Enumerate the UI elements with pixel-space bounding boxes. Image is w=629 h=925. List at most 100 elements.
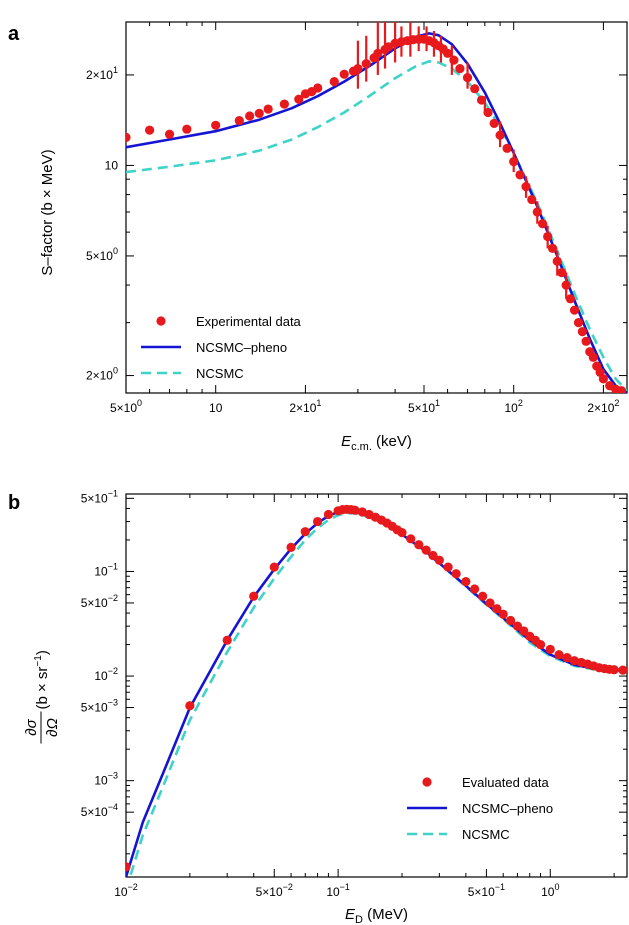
data-point bbox=[443, 562, 453, 572]
data-point bbox=[451, 569, 461, 579]
y-tick-label: 5×10−2 bbox=[81, 593, 118, 610]
data-point bbox=[312, 516, 323, 527]
x-tick-label: 5×10−1 bbox=[468, 882, 505, 899]
data-point bbox=[509, 156, 519, 167]
legend: Experimental data NCSMC–pheno NCSMC bbox=[141, 314, 302, 381]
data-point bbox=[329, 77, 339, 87]
data-point bbox=[449, 55, 459, 65]
data-point bbox=[249, 591, 259, 601]
data-point bbox=[618, 665, 627, 675]
data-point bbox=[505, 615, 516, 626]
data-point bbox=[557, 268, 567, 278]
data-point bbox=[527, 194, 537, 205]
data-point bbox=[562, 653, 572, 663]
data-point bbox=[414, 540, 424, 550]
data-point bbox=[222, 635, 232, 645]
data-point bbox=[361, 59, 371, 69]
data-point bbox=[561, 280, 571, 290]
data-point bbox=[234, 115, 244, 126]
data-point bbox=[537, 219, 548, 229]
legend-label: Evaluated data bbox=[462, 775, 550, 790]
data-point bbox=[552, 256, 562, 266]
data-point bbox=[588, 352, 598, 362]
data-point bbox=[554, 650, 564, 660]
legend-label: NCSMC–pheno bbox=[196, 340, 287, 355]
legend-marker bbox=[156, 316, 166, 326]
panel-label: a bbox=[8, 23, 20, 45]
data-point bbox=[294, 94, 304, 104]
y-tick-label: 10 bbox=[105, 158, 119, 172]
y-tick-label: 10−3 bbox=[94, 771, 118, 788]
data-point bbox=[373, 48, 383, 58]
plot-frame bbox=[125, 21, 628, 394]
data-point bbox=[598, 374, 609, 384]
x-tick-label: 10−2 bbox=[114, 882, 138, 899]
y-tick-label: 5×10−1 bbox=[81, 488, 118, 505]
y-label-denominator: ∂Ω bbox=[44, 718, 61, 737]
data-point bbox=[313, 83, 323, 93]
data-point bbox=[489, 118, 499, 128]
data-series bbox=[126, 22, 627, 393]
data-point bbox=[263, 104, 273, 114]
data-point bbox=[512, 621, 523, 631]
data-point bbox=[300, 527, 310, 537]
x-tick-label: 2×102 bbox=[587, 398, 619, 415]
data-point bbox=[521, 182, 531, 192]
y-tick-label: 5×10−3 bbox=[81, 698, 118, 715]
legend-marker bbox=[422, 777, 432, 787]
y-tick-label: 10−2 bbox=[94, 666, 118, 683]
tick-marks bbox=[125, 494, 627, 877]
data-point bbox=[470, 84, 480, 94]
ncsmc-line bbox=[126, 60, 627, 392]
data-point bbox=[515, 170, 525, 180]
y-axis-label: S–factor (b × MeV) bbox=[39, 149, 56, 275]
data-point bbox=[532, 207, 542, 217]
plot-frame bbox=[125, 493, 628, 878]
data-point bbox=[421, 545, 431, 555]
data-point bbox=[211, 120, 221, 130]
x-tick-label: 5×100 bbox=[110, 398, 142, 415]
data-point bbox=[545, 644, 555, 654]
legend-label: NCSMC bbox=[462, 827, 510, 842]
data-point bbox=[462, 72, 473, 83]
x-axis-label: ED (MeV) bbox=[345, 906, 408, 925]
y-label-numerator: ∂σ bbox=[23, 718, 40, 735]
data-point bbox=[126, 132, 131, 142]
data-point bbox=[397, 528, 407, 538]
data-point bbox=[483, 107, 493, 118]
data-point bbox=[434, 555, 444, 565]
data-point bbox=[353, 63, 363, 74]
data-point bbox=[476, 95, 487, 105]
data-point bbox=[569, 305, 580, 315]
data-point bbox=[461, 576, 471, 587]
plot-area bbox=[126, 22, 627, 393]
panel-a-chart: 5×100 10 2×101 5×101 102 2×102 2×100 5×100 10 2×1… bbox=[8, 21, 628, 453]
data-point bbox=[485, 598, 495, 608]
y-tick-label: 5×10−4 bbox=[81, 802, 118, 819]
legend-label: NCSMC–pheno bbox=[462, 801, 553, 816]
y-tick-label: 2×100 bbox=[86, 366, 118, 383]
data-series bbox=[126, 504, 627, 872]
data-point bbox=[502, 143, 512, 153]
y-tick-label: 5×100 bbox=[86, 246, 118, 263]
data-point bbox=[323, 509, 334, 520]
panel-label: b bbox=[8, 492, 20, 514]
data-point bbox=[269, 562, 279, 572]
data-point bbox=[470, 584, 480, 594]
data-point bbox=[406, 534, 416, 544]
plot-area bbox=[126, 504, 627, 877]
data-point bbox=[185, 701, 195, 711]
ncsmc-line bbox=[128, 511, 627, 877]
x-tick-label: 5×101 bbox=[408, 398, 440, 415]
data-point bbox=[350, 505, 360, 515]
data-point bbox=[455, 63, 465, 74]
x-tick-label: 5×10−2 bbox=[256, 882, 293, 899]
data-point bbox=[573, 318, 584, 328]
data-point bbox=[279, 99, 289, 109]
x-axis-label: Ec.m. (keV) bbox=[341, 433, 412, 453]
x-tick-label: 102 bbox=[505, 398, 523, 415]
data-point bbox=[144, 125, 155, 135]
x-tick-label: 100 bbox=[541, 882, 559, 899]
data-point bbox=[254, 108, 264, 118]
